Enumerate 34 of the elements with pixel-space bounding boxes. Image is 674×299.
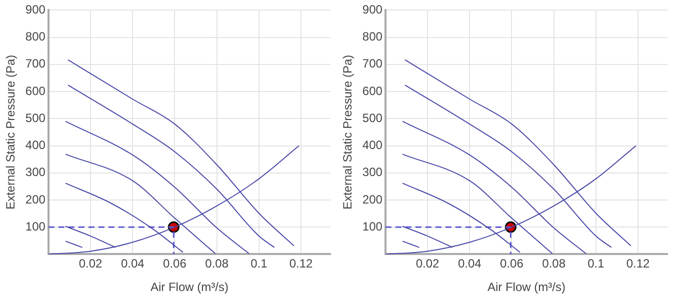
y-tick-label: 400	[25, 138, 46, 152]
y-axis-title: External Static Pressure (Pa)	[340, 54, 355, 210]
y-tick-label: 800	[25, 30, 46, 44]
y-tick-label: 100	[25, 219, 46, 234]
x-tick-label: 0.12	[289, 256, 314, 271]
y-tick-label: 700	[25, 56, 46, 71]
y-tick-label: 200	[362, 192, 383, 206]
y-tick-label: 600	[362, 84, 383, 98]
y-tick-label: 400	[362, 138, 383, 152]
y-axis-title: External Static Pressure (Pa)	[4, 54, 18, 210]
y-tick-label: 100	[362, 219, 383, 234]
y-tick-label: 900	[362, 2, 383, 17]
x-tick-label: 0.1	[588, 256, 605, 271]
x-tick-label: 0.08	[542, 256, 566, 271]
x-tick-label: 0.04	[120, 256, 145, 271]
y-tick-label: 500	[25, 110, 46, 125]
x-tick-label: 0.08	[205, 256, 229, 271]
x-tick-label: 0.04	[458, 256, 482, 271]
y-tick-label: 800	[362, 30, 383, 44]
y-tick-label: 200	[25, 192, 46, 206]
y-tick-label: 500	[362, 110, 383, 125]
x-axis-title: Air Flow (m³/s)	[150, 280, 228, 294]
x-tick-label: 0.06	[163, 256, 187, 271]
y-tick-label: 300	[25, 165, 46, 180]
x-tick-label: 0.02	[416, 256, 440, 271]
y-tick-label: 300	[362, 165, 383, 180]
y-tick-label: 700	[362, 56, 383, 71]
y-tick-label: 600	[25, 84, 46, 98]
x-tick-label: 0.12	[626, 256, 650, 271]
x-tick-label: 0.1	[250, 256, 268, 271]
x-tick-label: 0.02	[78, 256, 103, 271]
y-tick-label: 900	[25, 2, 46, 17]
x-axis-title: Air Flow (m³/s)	[487, 280, 566, 294]
x-tick-label: 0.06	[500, 256, 524, 271]
